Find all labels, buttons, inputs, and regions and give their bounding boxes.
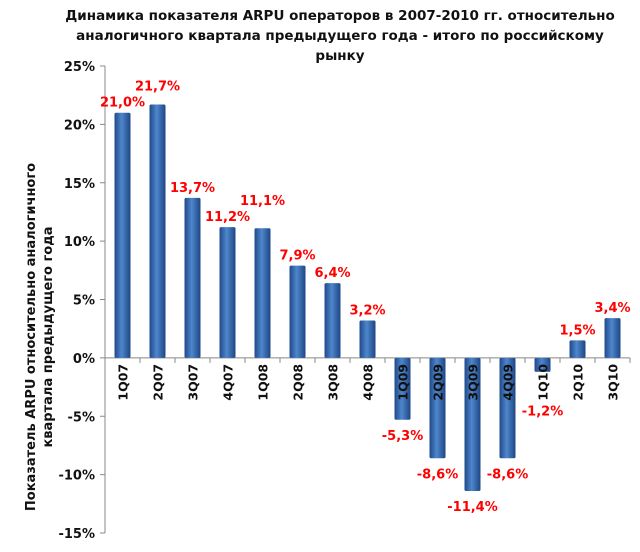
y-tick-label: -15%	[58, 527, 95, 542]
bar-4Q08	[359, 320, 376, 358]
bar-1Q10	[534, 357, 551, 372]
x-tick-label: 3Q07	[186, 364, 201, 401]
bar-4Q07	[219, 227, 236, 358]
x-tick-label: 2Q09	[431, 364, 446, 401]
data-label-2Q09: -8,6%	[417, 467, 458, 482]
x-tick-label: 1Q08	[256, 364, 271, 401]
y-tick-label: 0%	[73, 352, 95, 367]
y-tick-label: -10%	[58, 469, 95, 484]
data-label-4Q08: 3,2%	[349, 304, 385, 319]
data-label-4Q07: 11,2%	[205, 210, 250, 225]
bar-2Q07	[149, 104, 166, 358]
data-label-1Q07: 21,0%	[100, 96, 145, 111]
x-tick-label: 4Q09	[501, 364, 516, 401]
data-label-2Q10: 1,5%	[559, 323, 595, 338]
bar-4Q09	[499, 357, 516, 459]
x-tick-label: 1Q07	[116, 364, 131, 401]
data-label-1Q10: -1,2%	[522, 405, 563, 420]
data-label-3Q09: -11,4%	[447, 500, 498, 515]
x-tick-label: 2Q07	[151, 364, 166, 401]
bar-3Q09	[464, 357, 481, 491]
bar-2Q09	[429, 357, 446, 459]
chart-title: Динамика показателя ARPU операторов в 20…	[65, 8, 615, 64]
data-label-1Q08: 11,1%	[240, 194, 285, 209]
data-label-4Q09: -8,6%	[487, 467, 528, 482]
y-tick-label: -5%	[68, 410, 95, 425]
data-label-1Q09: -5,3%	[382, 429, 423, 444]
data-label-3Q08: 6,4%	[314, 266, 350, 281]
y-tick-label: 5%	[73, 294, 95, 309]
y-tick-label: 25%	[64, 60, 95, 75]
y-tick-label: 15%	[64, 177, 95, 192]
bar-1Q08	[254, 228, 271, 358]
bar-3Q07	[184, 197, 201, 358]
x-tick-label: 3Q09	[466, 364, 481, 401]
data-label-2Q08: 7,9%	[279, 249, 315, 264]
x-tick-label: 4Q07	[221, 364, 236, 401]
x-tick-label: 3Q08	[326, 364, 341, 401]
bar-2Q08	[289, 265, 306, 358]
data-label-3Q07: 13,7%	[170, 181, 215, 196]
bar-3Q10	[604, 318, 621, 358]
x-tick-label: 2Q08	[291, 364, 306, 401]
data-label-3Q10: 3,4%	[594, 301, 630, 316]
y-tick-label: 20%	[64, 118, 95, 133]
bar-1Q07	[114, 112, 131, 358]
bar-2Q10	[569, 340, 586, 358]
data-label-2Q07: 21,7%	[135, 80, 180, 95]
bar-1Q09	[394, 357, 411, 420]
bar-3Q08	[324, 283, 341, 358]
x-tick-label: 4Q08	[361, 364, 376, 401]
x-tick-label: 3Q10	[606, 364, 621, 401]
x-tick-label: 1Q09	[396, 364, 411, 401]
x-tick-label: 2Q10	[571, 364, 586, 401]
y-tick-label: 10%	[64, 235, 95, 250]
x-tick-label: 1Q10	[536, 364, 551, 401]
